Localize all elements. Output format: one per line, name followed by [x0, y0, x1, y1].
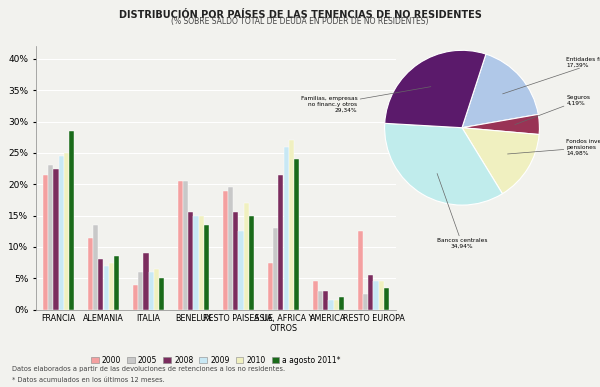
Bar: [93, 225, 98, 310]
Bar: [244, 203, 249, 310]
Bar: [329, 300, 334, 310]
Bar: [233, 212, 238, 310]
Bar: [323, 291, 329, 310]
Bar: [98, 259, 103, 310]
Bar: [379, 281, 384, 310]
Bar: [64, 153, 69, 310]
Bar: [228, 187, 233, 310]
Text: Bancos centrales
34,94%: Bancos centrales 34,94%: [437, 173, 487, 249]
Bar: [373, 281, 379, 310]
Text: DISTRIBUCIÓN POR PAÍSES DE LAS TENENCIAS DE NO RESIDENTES: DISTRIBUCIÓN POR PAÍSES DE LAS TENENCIAS…: [119, 10, 481, 20]
Text: Familias, empresas
no financ.y otros
29,34%: Familias, empresas no financ.y otros 29,…: [301, 87, 431, 113]
Bar: [43, 175, 48, 310]
Bar: [204, 225, 209, 310]
Wedge shape: [385, 123, 502, 205]
Bar: [138, 272, 143, 310]
Bar: [278, 175, 283, 310]
Bar: [183, 181, 188, 310]
Text: (% SOBRE SALDO TOTAL DE DEUDA EN PODER DE NO RESIDENTES): (% SOBRE SALDO TOTAL DE DEUDA EN PODER D…: [171, 17, 429, 26]
Text: * Datos acumulados en los últimos 12 meses.: * Datos acumulados en los últimos 12 mes…: [12, 377, 165, 383]
Bar: [109, 263, 114, 310]
Bar: [53, 169, 59, 310]
Bar: [48, 166, 53, 310]
Legend: 2000, 2005, 2008, 2009, 2010, a agosto 2011*: 2000, 2005, 2008, 2009, 2010, a agosto 2…: [88, 353, 344, 368]
Bar: [358, 231, 363, 310]
Bar: [69, 131, 74, 310]
Bar: [159, 278, 164, 310]
Bar: [384, 288, 389, 310]
Wedge shape: [462, 128, 539, 194]
Bar: [149, 272, 154, 310]
Bar: [114, 256, 119, 310]
Text: Entidades financieras
17,39%: Entidades financieras 17,39%: [503, 57, 600, 94]
Wedge shape: [462, 54, 538, 128]
Bar: [294, 159, 299, 310]
Bar: [199, 216, 204, 310]
Wedge shape: [385, 50, 486, 128]
Bar: [154, 269, 159, 310]
Bar: [249, 216, 254, 310]
Bar: [143, 253, 149, 310]
Bar: [88, 238, 93, 310]
Bar: [133, 284, 138, 310]
Bar: [339, 297, 344, 310]
Bar: [104, 266, 109, 310]
Text: Datos elaborados a partir de las devoluciones de retenciones a los no residentes: Datos elaborados a partir de las devoluc…: [12, 365, 285, 372]
Wedge shape: [462, 115, 539, 135]
Bar: [59, 156, 64, 310]
Bar: [284, 147, 289, 310]
Bar: [193, 216, 199, 310]
Bar: [223, 190, 228, 310]
Text: Fondos inversión y
pensiones
14,98%: Fondos inversión y pensiones 14,98%: [508, 139, 600, 156]
Bar: [289, 140, 294, 310]
Bar: [188, 212, 193, 310]
Bar: [318, 291, 323, 310]
Bar: [368, 275, 373, 310]
Bar: [313, 281, 318, 310]
Bar: [334, 300, 339, 310]
Bar: [238, 231, 244, 310]
Bar: [268, 263, 273, 310]
Bar: [178, 181, 183, 310]
Text: Seguros
4,19%: Seguros 4,19%: [515, 95, 590, 125]
Bar: [273, 228, 278, 310]
Bar: [363, 294, 368, 310]
